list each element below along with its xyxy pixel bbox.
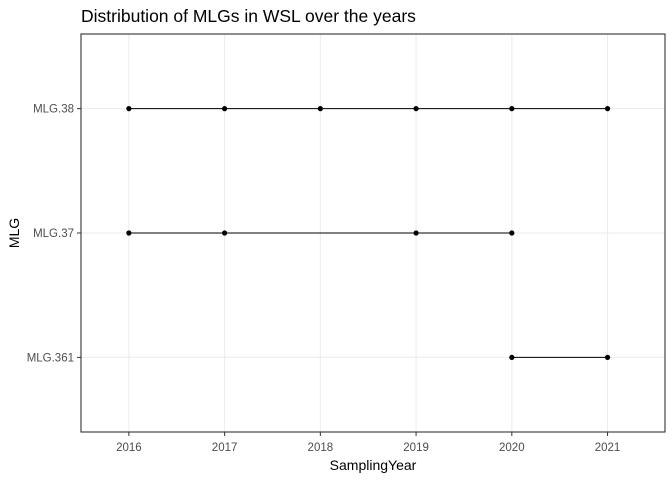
x-axis: 2016 2017 2018 2019 2020 2021 xyxy=(116,432,620,454)
data-point xyxy=(509,354,515,360)
x-tick-label: 2017 xyxy=(212,442,238,454)
x-tick-label: 2018 xyxy=(308,442,334,454)
x-tick-label: 2016 xyxy=(116,442,142,454)
data-point xyxy=(509,106,515,112)
data-point xyxy=(222,106,228,112)
data-point xyxy=(413,230,419,236)
data-point xyxy=(604,106,611,112)
y-tick-label: MLG.37 xyxy=(33,228,74,240)
data-point xyxy=(413,106,419,112)
chart-title: Distribution of MLGs in WSL over the yea… xyxy=(81,6,416,26)
data-point xyxy=(317,106,323,112)
y-tick-label: MLG.361 xyxy=(27,352,74,364)
x-tick-label: 2021 xyxy=(595,442,621,454)
data-point xyxy=(222,230,228,236)
series-group xyxy=(126,106,611,360)
y-axis: MLG.361 MLG.37 MLG.38 xyxy=(27,104,81,364)
data-point xyxy=(126,230,132,236)
x-tick-label: 2019 xyxy=(403,442,429,454)
x-axis-label: SamplingYear xyxy=(330,457,417,473)
x-tick-label: 2020 xyxy=(499,442,525,454)
data-point xyxy=(509,230,515,236)
y-axis-label: MLG xyxy=(6,218,22,248)
y-tick-label: MLG.38 xyxy=(33,104,74,116)
data-point xyxy=(604,354,611,360)
data-point xyxy=(126,106,132,112)
